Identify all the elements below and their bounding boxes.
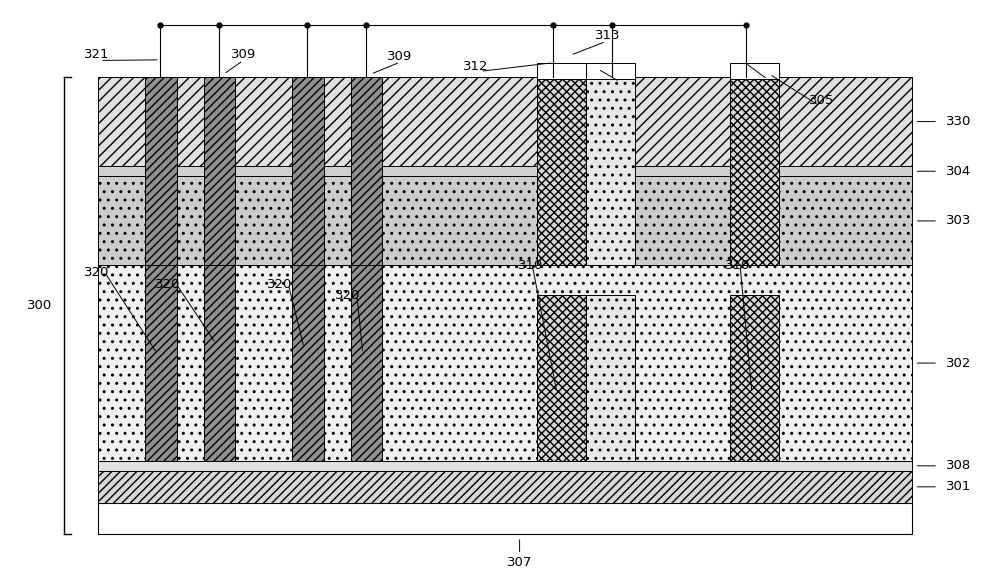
Bar <box>537 295 586 461</box>
Text: 311: 311 <box>606 70 631 84</box>
Bar <box>730 77 779 265</box>
Bar <box>98 77 912 166</box>
Bar <box>537 63 586 79</box>
Bar <box>730 295 779 461</box>
Text: 312: 312 <box>463 60 488 73</box>
Text: 320: 320 <box>155 278 180 291</box>
Text: 321: 321 <box>84 48 109 61</box>
Text: 310: 310 <box>725 259 751 272</box>
Text: 320: 320 <box>267 278 292 291</box>
Text: 305: 305 <box>809 94 834 107</box>
Text: 307: 307 <box>507 557 532 570</box>
Bar <box>98 176 912 265</box>
Text: 313: 313 <box>595 29 621 42</box>
Text: 301: 301 <box>946 481 971 493</box>
Bar <box>98 471 912 503</box>
Text: 304: 304 <box>946 165 971 178</box>
Bar <box>98 503 912 534</box>
Bar <box>537 77 586 265</box>
Bar <box>351 77 382 265</box>
Bar <box>145 265 177 461</box>
Bar <box>586 295 635 461</box>
Text: 308: 308 <box>946 459 971 472</box>
Bar <box>292 265 324 461</box>
Bar <box>730 63 779 79</box>
Text: 306: 306 <box>757 67 782 80</box>
Text: 310: 310 <box>518 259 543 272</box>
Text: 330: 330 <box>946 115 971 128</box>
Bar <box>204 265 235 461</box>
Text: 309: 309 <box>387 50 413 63</box>
Bar <box>204 77 235 265</box>
Bar <box>145 77 177 265</box>
Text: 320: 320 <box>335 289 361 302</box>
Text: 302: 302 <box>946 356 971 370</box>
Bar <box>586 77 635 265</box>
Bar <box>292 77 324 265</box>
Text: 300: 300 <box>27 299 52 312</box>
Text: 320: 320 <box>84 267 109 280</box>
Bar <box>98 166 912 176</box>
Bar <box>351 265 382 461</box>
Text: 303: 303 <box>946 214 971 227</box>
Bar <box>98 265 912 461</box>
Bar <box>98 461 912 471</box>
Bar <box>586 63 635 79</box>
Text: 309: 309 <box>230 48 256 61</box>
